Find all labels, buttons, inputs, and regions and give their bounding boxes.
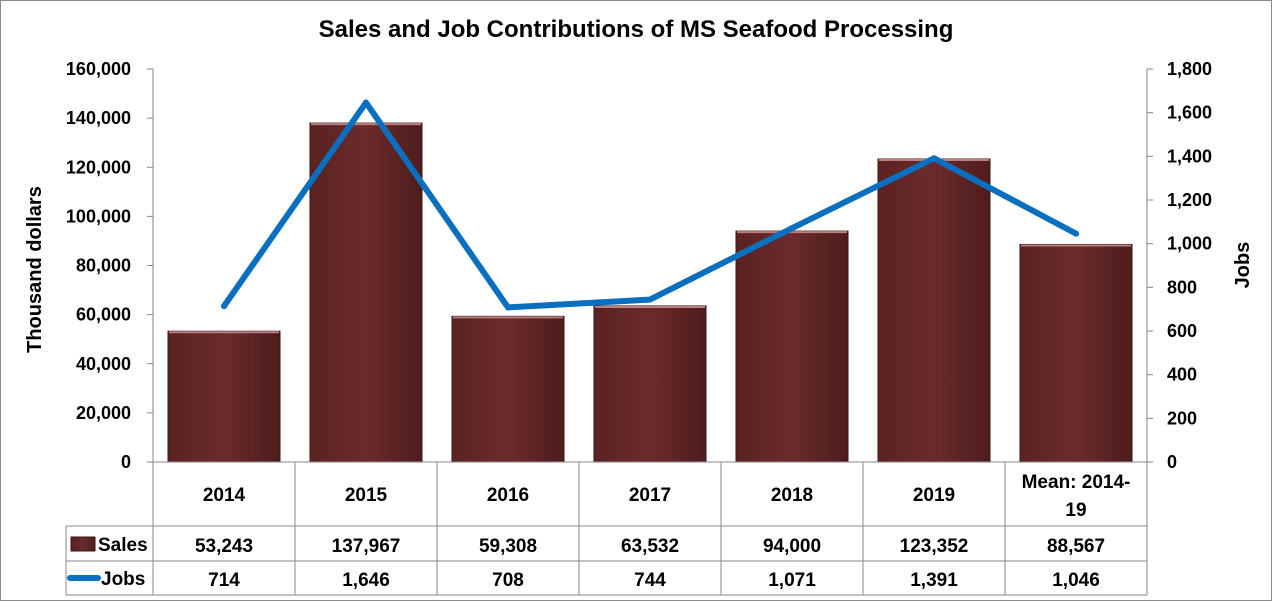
table-cell-sales: 123,352	[900, 536, 969, 557]
y-tick-label: 100,000	[66, 206, 131, 226]
y-tick-label: 60,000	[76, 305, 131, 325]
y-tick-label: 120,000	[66, 157, 131, 177]
table-cell-jobs: 744	[634, 570, 666, 591]
legend-key-sales	[70, 536, 96, 552]
category-label: 2014	[203, 485, 246, 506]
table-cell-jobs: 708	[492, 570, 524, 591]
chart-title: Sales and Job Contributions of MS Seafoo…	[319, 16, 954, 43]
bar-sales	[167, 330, 281, 463]
y-tick-label: 80,000	[76, 256, 131, 276]
y2-tick-label: 1,600	[1167, 103, 1212, 123]
bar-sales	[593, 305, 707, 463]
table-cell-sales: 63,532	[621, 536, 679, 557]
legend-label-jobs: Jobs	[101, 569, 145, 590]
category-label: 2016	[487, 485, 529, 506]
table-cell-sales: 53,243	[195, 536, 253, 557]
point-jobs	[505, 304, 511, 311]
y2-tick-label: 0	[1167, 452, 1177, 472]
y-tick-label: 140,000	[66, 108, 131, 128]
category-label: 2017	[629, 485, 671, 506]
y-axis-title: Thousand dollars	[24, 186, 46, 353]
point-jobs	[363, 99, 369, 106]
category-label: 19	[1065, 500, 1086, 521]
table-cell-jobs: 1,646	[342, 570, 390, 591]
table-cell-jobs: 714	[208, 570, 240, 591]
category-label: 2019	[913, 485, 955, 506]
bar-sales	[735, 230, 849, 463]
category-label: 2015	[345, 485, 388, 506]
table-cell-sales: 59,308	[479, 536, 537, 557]
table-cell-jobs: 1,046	[1052, 570, 1100, 591]
bar-sales	[309, 122, 423, 463]
y-tick-label: 0	[121, 452, 131, 472]
bar-sales	[1019, 243, 1133, 463]
y2-tick-label: 800	[1167, 277, 1197, 297]
bar-sales	[877, 158, 991, 463]
y2-axis-title: Jobs	[1232, 242, 1254, 289]
y2-tick-label: 1,800	[1167, 59, 1212, 79]
bar-sales	[451, 315, 565, 463]
y2-tick-label: 200	[1167, 408, 1197, 428]
point-jobs	[1073, 230, 1079, 237]
table-cell-sales: 88,567	[1047, 536, 1105, 557]
y2-tick-label: 400	[1167, 365, 1197, 385]
legend-label-sales: Sales	[98, 535, 148, 556]
category-label: Mean: 2014-	[1022, 472, 1131, 493]
point-jobs	[221, 303, 227, 310]
category-label: 2018	[771, 485, 813, 506]
y2-tick-label: 600	[1167, 321, 1197, 341]
y-tick-label: 160,000	[66, 59, 131, 79]
point-jobs	[789, 225, 795, 232]
point-jobs	[647, 296, 653, 303]
table-cell-jobs: 1,071	[768, 570, 816, 591]
y2-tick-label: 1,200	[1167, 190, 1212, 210]
y-tick-label: 40,000	[76, 354, 131, 374]
table-cell-sales: 94,000	[763, 536, 821, 557]
point-jobs	[931, 155, 937, 162]
y2-tick-label: 1,000	[1167, 234, 1212, 254]
table-cell-sales: 137,967	[332, 536, 401, 557]
y2-tick-label: 1,400	[1167, 146, 1212, 166]
y-tick-label: 20,000	[76, 403, 131, 423]
table-cell-jobs: 1,391	[910, 570, 958, 591]
